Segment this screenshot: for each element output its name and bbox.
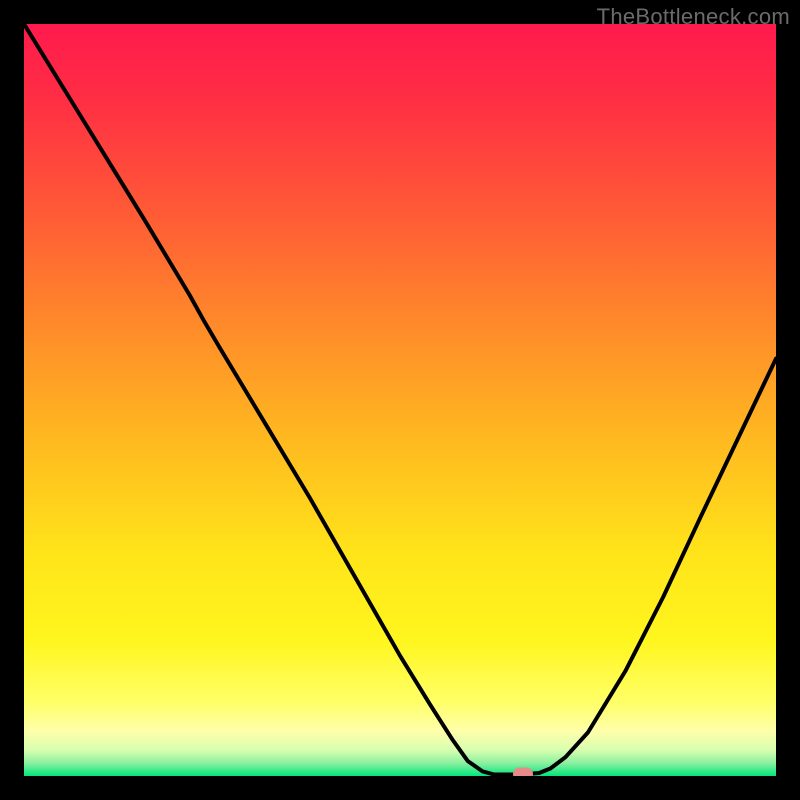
chart-container: TheBottleneck.com: [0, 0, 800, 800]
watermark-text: TheBottleneck.com: [597, 4, 790, 30]
minimum-marker: [513, 767, 533, 776]
curve-path: [24, 24, 776, 775]
plot-area: [24, 24, 776, 776]
curve-svg: [24, 24, 776, 776]
